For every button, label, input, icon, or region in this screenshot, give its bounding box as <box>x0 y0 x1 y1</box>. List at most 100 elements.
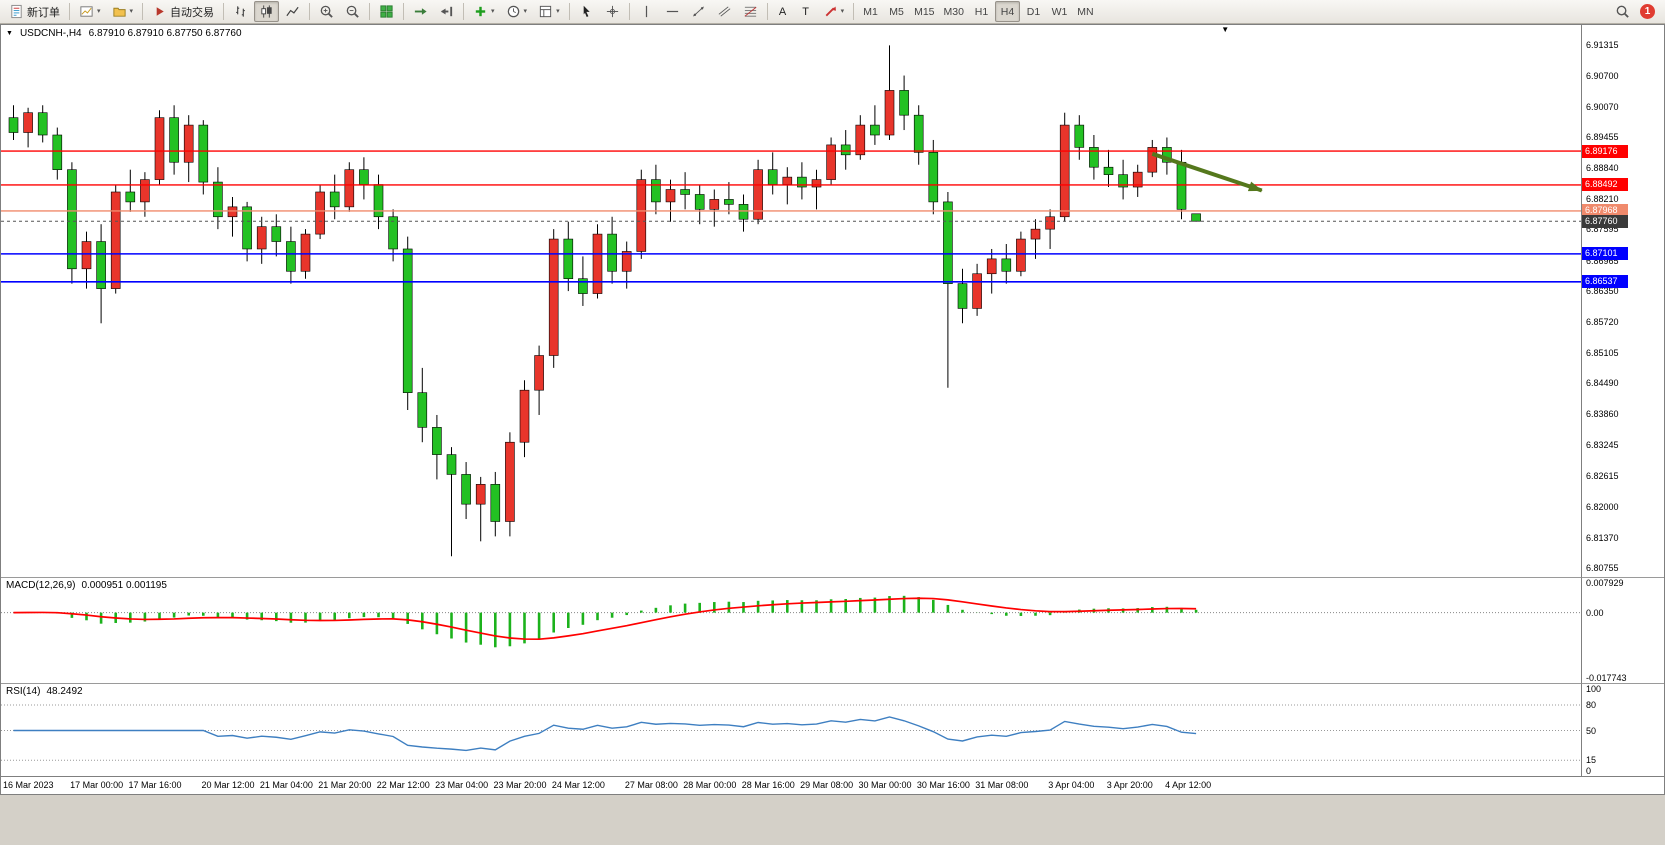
tf-h4-button[interactable]: H4 <box>994 1 1020 22</box>
macd-panel[interactable]: MACD(12,26,9) 0.000951 0.001195 <box>1 577 1581 683</box>
price-tick: 6.85105 <box>1586 347 1619 358</box>
tf-m5-button[interactable]: M5 <box>884 1 909 22</box>
indicators-button[interactable]: ▾ <box>468 1 500 22</box>
bar-chart-button[interactable] <box>228 1 253 22</box>
zoom-in-icon <box>319 4 334 19</box>
toolbar-separator <box>223 3 225 20</box>
tf-h4-button-label: H4 <box>1000 5 1015 18</box>
cursor-button[interactable] <box>574 1 599 22</box>
price-line-badge: 6.87101 <box>1582 247 1628 261</box>
crosshair-button[interactable] <box>600 1 625 22</box>
time-label: 21 Mar 20:00 <box>318 780 372 790</box>
chart-menu-icon[interactable]: ▼ <box>6 30 13 37</box>
tf-mn-button-label: MN <box>1077 5 1094 18</box>
auto-scroll-button[interactable] <box>408 1 433 22</box>
line-mode-icon <box>285 4 300 19</box>
price-tick: 6.82000 <box>1586 501 1619 512</box>
tf-mn-button[interactable]: MN <box>1073 1 1098 22</box>
rsi-axis-label: 15 <box>1586 755 1597 766</box>
macd-name: MACD(12,26,9) <box>6 580 76 591</box>
profiles-button[interactable]: ▾ <box>107 1 139 22</box>
time-label: 23 Mar 20:00 <box>493 780 547 790</box>
toolbar-separator <box>403 3 405 20</box>
new-chart-button[interactable]: ▾ <box>74 1 106 22</box>
tf-m15-button[interactable]: M15 <box>910 1 938 22</box>
macd-axis-label: 0.007929 <box>1586 578 1624 588</box>
tile-windows-icon <box>379 4 394 19</box>
toolbar-right-group: 1 <box>1610 1 1661 22</box>
fibo-icon <box>743 4 758 19</box>
auto-trading-button[interactable]: 自动交易 <box>147 1 219 22</box>
chart-shift-marker[interactable]: ▼ <box>1221 25 1230 34</box>
macd-label: MACD(12,26,9) 0.000951 0.001195 <box>6 580 167 591</box>
text-label-tool-button-label: T <box>802 5 809 18</box>
dropdown-caret-icon: ▾ <box>129 8 134 15</box>
crosshair-icon <box>605 4 620 19</box>
trendline-button[interactable] <box>686 1 711 22</box>
price-tick: 6.85720 <box>1586 317 1619 328</box>
tf-m5-button-label: M5 <box>889 5 904 18</box>
indicators-add-icon <box>473 4 488 19</box>
time-label: 30 Mar 16:00 <box>916 780 970 790</box>
cursor-icon <box>579 4 594 19</box>
toolbar-separator <box>853 3 855 20</box>
rsi-axis-label: 0 <box>1586 766 1592 776</box>
tile-windows-button[interactable] <box>374 1 399 22</box>
dropdown-caret-icon: ▾ <box>840 8 845 15</box>
candle-mode-icon <box>259 4 274 19</box>
tf-d1-button[interactable]: D1 <box>1021 1 1046 22</box>
new-order-button[interactable]: 新订单 <box>4 1 65 22</box>
horizontal-line-button[interactable] <box>660 1 685 22</box>
time-label: 21 Mar 04:00 <box>259 780 313 790</box>
price-tick: 6.90070 <box>1586 101 1619 112</box>
rsi-chart <box>1 704 1581 761</box>
periods-button[interactable]: ▾ <box>501 1 533 22</box>
price-tick: 6.88840 <box>1586 162 1619 173</box>
main-toolbar: 新订单 ▾ ▾ 自动交易 ▾ ▾ ▾ A T ▾ M1 M5 M15 M30 H1 H4 D1 W1 MN 1 <box>0 0 1665 24</box>
trendline-icon <box>691 4 706 19</box>
zoom-in-button[interactable] <box>314 1 339 22</box>
rsi-axis-label: 100 <box>1586 684 1602 694</box>
tf-w1-button-label: W1 <box>1051 5 1068 18</box>
line-chart-button[interactable] <box>280 1 305 22</box>
notification-badge[interactable]: 1 <box>1640 4 1655 19</box>
toolbar-separator <box>463 3 465 20</box>
arrows-tool-button[interactable]: ▾ <box>818 1 850 22</box>
tf-m1-button[interactable]: M1 <box>858 1 883 22</box>
main-chart-area[interactable]: ▼ USDCNH-,H4 6.87910 6.87910 6.87750 6.8… <box>1 25 1581 577</box>
price-line-badge: 6.89176 <box>1582 144 1628 158</box>
tf-m30-button[interactable]: M30 <box>940 1 968 22</box>
price-line-badge: 6.87968 <box>1582 204 1628 218</box>
fibonacci-button[interactable] <box>738 1 763 22</box>
macd-values: 0.000951 0.001195 <box>81 580 167 591</box>
new-chart-icon <box>79 4 94 19</box>
time-label: 24 Mar 12:00 <box>551 780 605 790</box>
dropdown-caret-icon: ▾ <box>97 8 101 15</box>
text-tool-button-label: A <box>778 5 787 18</box>
time-label: 28 Mar 16:00 <box>741 780 795 790</box>
chart-shift-button[interactable] <box>434 1 459 22</box>
price-tick: 6.84490 <box>1586 378 1619 389</box>
tf-w1-button[interactable]: W1 <box>1047 1 1072 22</box>
templates-button[interactable]: ▾ <box>533 1 565 22</box>
auto-trading-icon <box>152 4 167 19</box>
text-label-tool-button[interactable]: T <box>795 1 817 22</box>
search-button[interactable] <box>1610 1 1635 22</box>
bar-mode-icon <box>233 4 248 19</box>
rsi-label: RSI(14) 48.2492 <box>6 686 83 697</box>
macd-chart <box>1 595 1581 648</box>
vertical-line-button[interactable] <box>634 1 659 22</box>
new-order-icon <box>9 4 24 19</box>
rsi-panel[interactable]: RSI(14) 48.2492 <box>1 683 1581 776</box>
tf-h1-button[interactable]: H1 <box>969 1 994 22</box>
equidistant-channel-button[interactable] <box>712 1 737 22</box>
text-tool-button[interactable]: A <box>772 1 794 22</box>
zoom-out-button[interactable] <box>340 1 365 22</box>
channel-icon <box>717 4 732 19</box>
macd-axis-label: 0.00 <box>1586 607 1604 618</box>
tf-m15-button-label: M15 <box>914 5 935 18</box>
time-label: 22 Mar 12:00 <box>376 780 430 790</box>
new-order-button-label: 新订单 <box>27 6 60 19</box>
price-tick: 6.91315 <box>1586 40 1619 51</box>
candlestick-button[interactable] <box>254 1 280 22</box>
